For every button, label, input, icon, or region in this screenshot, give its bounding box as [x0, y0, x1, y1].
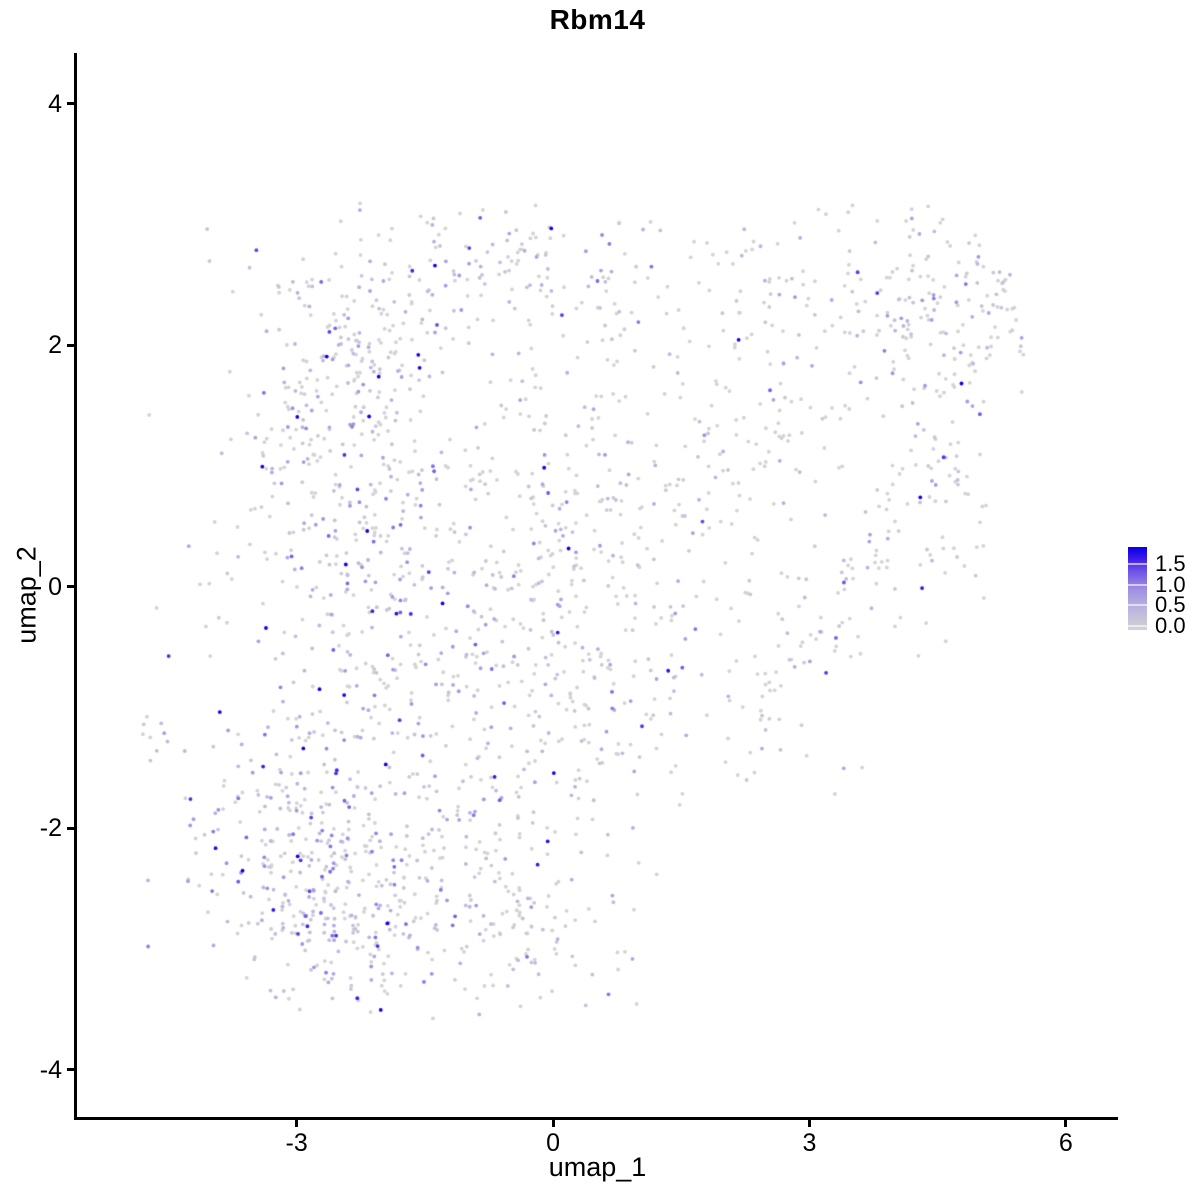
- x-tick-mark: [295, 1120, 299, 1127]
- legend-tick-mark: [1128, 625, 1147, 627]
- x-tick-label: 0: [546, 1129, 560, 1157]
- legend-gradient-bar: [1128, 547, 1147, 630]
- x-axis-title: umap_1: [548, 1152, 647, 1182]
- expression-legend: 1.5 1.0 0.5 0.0: [1128, 547, 1200, 639]
- x-tick-mark: [551, 1120, 555, 1127]
- legend-tick-mark: [1128, 583, 1147, 586]
- plot-title: Rbm14: [549, 4, 646, 35]
- y-tick-label: -4: [39, 1055, 62, 1084]
- legend-value-label: 1.5: [1155, 551, 1186, 577]
- x-tick-mark: [1064, 1120, 1068, 1127]
- y-axis-title: umap_2: [11, 546, 42, 644]
- x-tick-mark: [807, 1120, 811, 1127]
- x-tick-label: -3: [285, 1129, 308, 1157]
- legend-value-label: 1.0: [1155, 571, 1186, 597]
- legend-tick-mark: [1128, 604, 1147, 607]
- y-tick-mark: [67, 102, 74, 106]
- y-tick-mark: [67, 826, 74, 830]
- legend-value-label: 0.5: [1155, 592, 1186, 618]
- x-tick-label: 3: [802, 1129, 817, 1157]
- y-tick-label: 2: [48, 331, 62, 360]
- y-tick-mark: [67, 343, 74, 347]
- y-tick-mark: [67, 585, 74, 589]
- y-tick-mark: [67, 1068, 74, 1072]
- x-axis-line: [74, 1117, 1118, 1120]
- y-tick-label: -2: [39, 814, 62, 843]
- y-axis-line: [74, 53, 77, 1120]
- legend-tick-mark: [1128, 563, 1147, 566]
- y-tick-label: 4: [48, 89, 62, 118]
- x-tick-label: 6: [1058, 1129, 1073, 1157]
- legend-value-label: 0.0: [1155, 613, 1186, 638]
- y-tick-label: 0: [48, 572, 62, 601]
